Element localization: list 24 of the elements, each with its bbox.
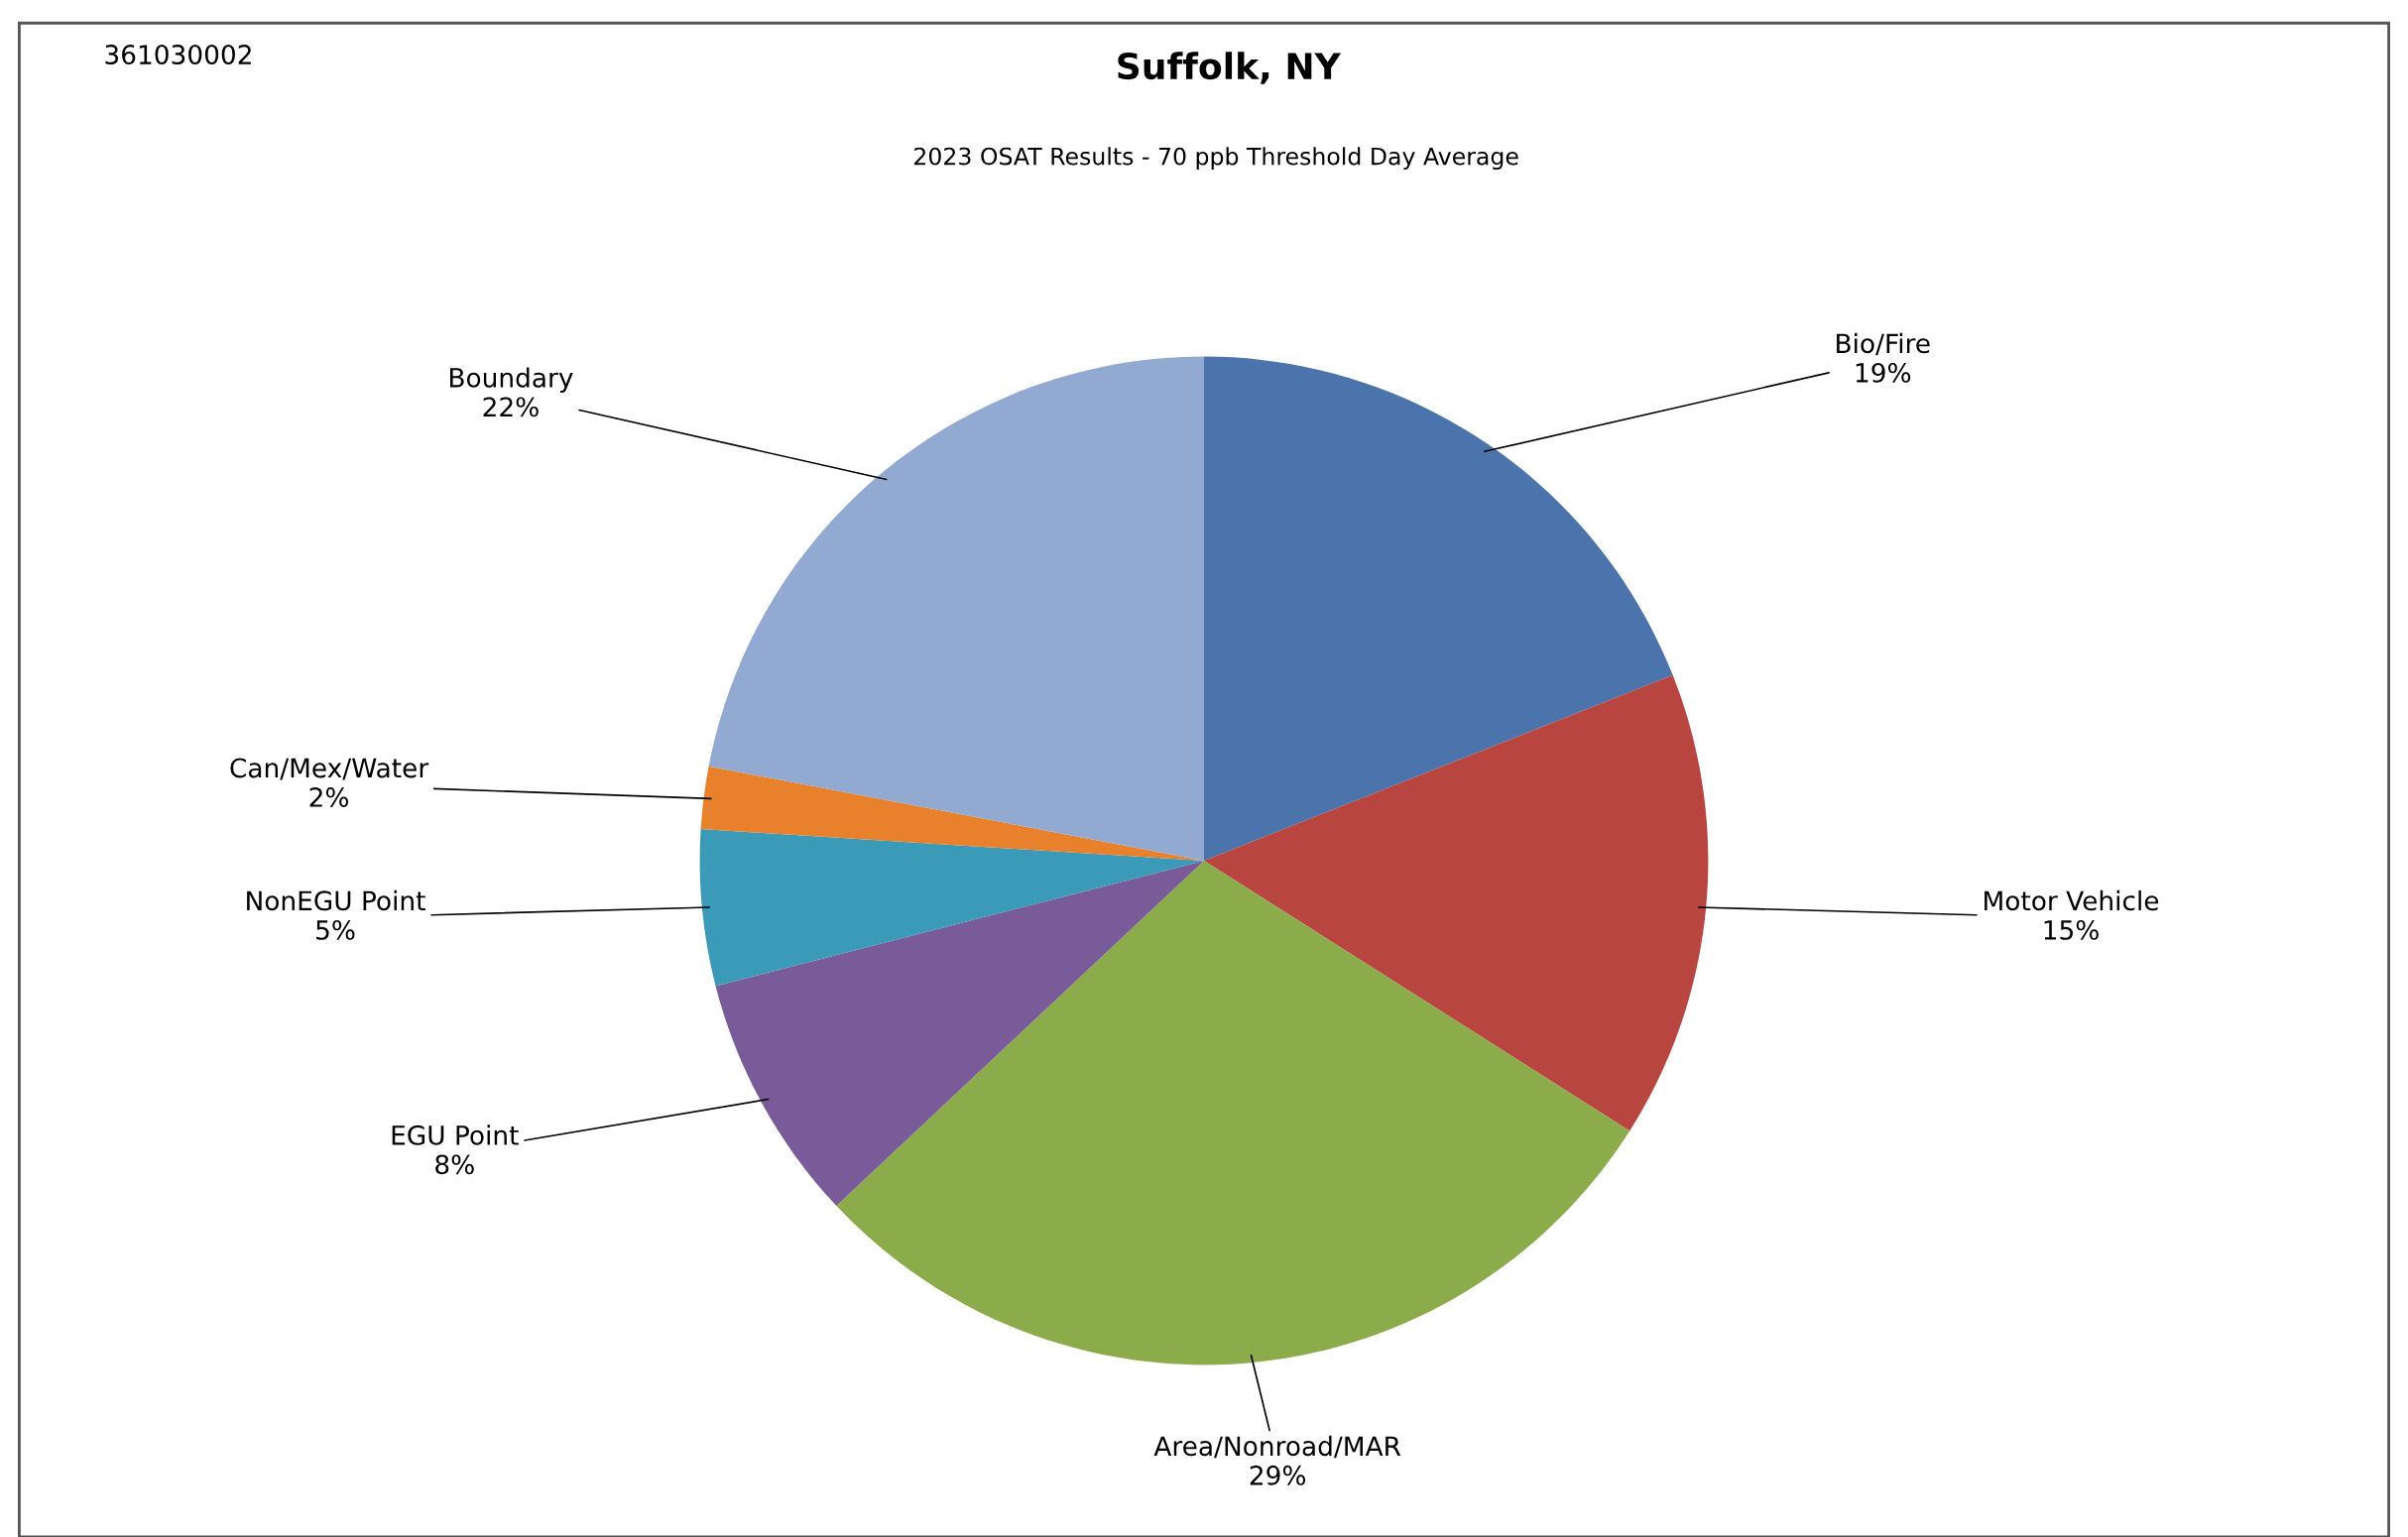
pie-slice (1204, 674, 1709, 1131)
data-label: 29% (1250, 1465, 1306, 1485)
pie-slice (708, 356, 1204, 861)
slice-label: Can/Mex/Water (230, 758, 429, 780)
slice-label: Area/Nonroad/MAR (1153, 1435, 1401, 1459)
data-label: 19% (1856, 362, 1911, 383)
pie-slice (836, 861, 1630, 1365)
pie-slice (715, 861, 1204, 1207)
slice-label: NonEGU Point (247, 889, 425, 911)
pie-slice (700, 766, 1204, 861)
slice-label: EGU Point (392, 1124, 519, 1145)
data-label: 5% (316, 919, 355, 940)
data-label: 2% (309, 787, 349, 807)
slice-label: Bio/Fire (1837, 332, 1930, 356)
slice-label: Motor Vehicle (1985, 889, 2159, 911)
text: 361030002 (105, 45, 251, 65)
chart-subtitle: 2023 OSAT Results - 70 ppb Threshold Day Average (914, 147, 1518, 171)
chart-title: Suffolk, NY (1118, 52, 1342, 84)
slice-label: Boundary (450, 367, 573, 393)
pie-slice (1204, 356, 1673, 861)
data-label: 22% (483, 397, 539, 417)
data-label: 15% (2044, 919, 2099, 940)
data-label: 8% (435, 1154, 474, 1175)
pie-slice (699, 829, 1204, 987)
